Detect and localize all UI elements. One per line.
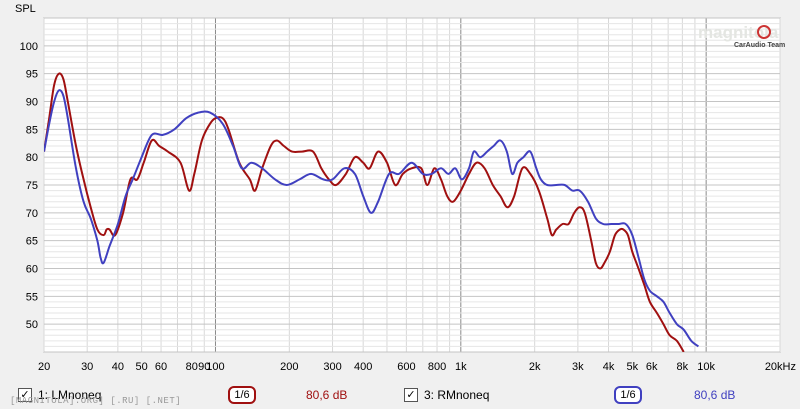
x-tick-label: 50: [136, 361, 148, 373]
x-tick-label: 1k: [455, 361, 467, 373]
watermark-logo: magnitola CarAudio Team: [698, 23, 785, 49]
grid-lines: [43, 17, 781, 353]
x-tick-label: 80: [186, 361, 198, 373]
y-tick-label: 100: [20, 41, 38, 53]
x-tick-label: 4k: [603, 361, 615, 373]
x-tick-label: 2k: [529, 361, 541, 373]
legend-checkbox-2[interactable]: ✓: [404, 388, 418, 402]
site-footer: [MAGNITOLA].ORG] [.RU] [.NET]: [10, 396, 182, 406]
series-lines: [44, 72, 699, 352]
legend-smoothing-2[interactable]: 1/6: [614, 386, 642, 404]
legend-name-2: 3: RMnoneq: [424, 388, 490, 402]
y-tick-label: 60: [26, 264, 38, 276]
x-tick-label: 20kHz: [765, 361, 796, 373]
logo-sub-text: CarAudio Team: [734, 42, 785, 49]
y-tick-label: 75: [26, 180, 38, 192]
x-tick-label: 60: [155, 361, 167, 373]
legend-item-1: ✓ 1: LMnoneq 1/6 80,6 dB: [18, 384, 388, 406]
x-tick-label: 600: [397, 361, 415, 373]
y-tick-label: 85: [26, 124, 38, 136]
x-tick-label: 20: [38, 361, 50, 373]
legend-level-1: 80,6 dB: [306, 388, 348, 402]
y-tick-label: 55: [26, 291, 38, 303]
x-tick-label: 100: [206, 361, 224, 373]
logo-circle-icon: [757, 25, 771, 39]
x-tick-label: 400: [354, 361, 372, 373]
x-tick-label: 40: [112, 361, 124, 373]
y-tick-labels: 50 55 60 65 70 75 80 85 90 95 100: [20, 41, 38, 331]
x-tick-label: 200: [280, 361, 298, 373]
y-tick-label: 95: [26, 69, 38, 81]
y-tick-label: 70: [26, 208, 38, 220]
y-tick-label: 65: [26, 236, 38, 248]
legend-item-2: ✓ 3: RMnoneq 1/6 80,6 dB: [404, 384, 784, 406]
x-tick-label: 800: [428, 361, 446, 373]
series-line-2: [44, 89, 699, 348]
legend-checkbox-1[interactable]: ✓: [18, 388, 32, 402]
x-tick-label: 6k: [646, 361, 658, 373]
y-tick-label: 90: [26, 97, 38, 109]
legend-smoothing-1[interactable]: 1/6: [228, 386, 256, 404]
x-tick-label: 10k: [697, 361, 715, 373]
x-tick-label: 90: [198, 361, 210, 373]
x-tick-label: 5k: [626, 361, 638, 373]
legend-name-1: 1: LMnoneq: [38, 388, 102, 402]
x-tick-label: 30: [81, 361, 93, 373]
x-tick-label: 300: [323, 361, 341, 373]
x-tick-label: 8k: [677, 361, 689, 373]
y-tick-label: 80: [26, 152, 38, 164]
x-tick-label: 3k: [572, 361, 584, 373]
y-axis-label: SPL: [15, 3, 36, 15]
y-tick-label: 50: [26, 319, 38, 331]
legend-level-2: 80,6 dB: [694, 388, 736, 402]
